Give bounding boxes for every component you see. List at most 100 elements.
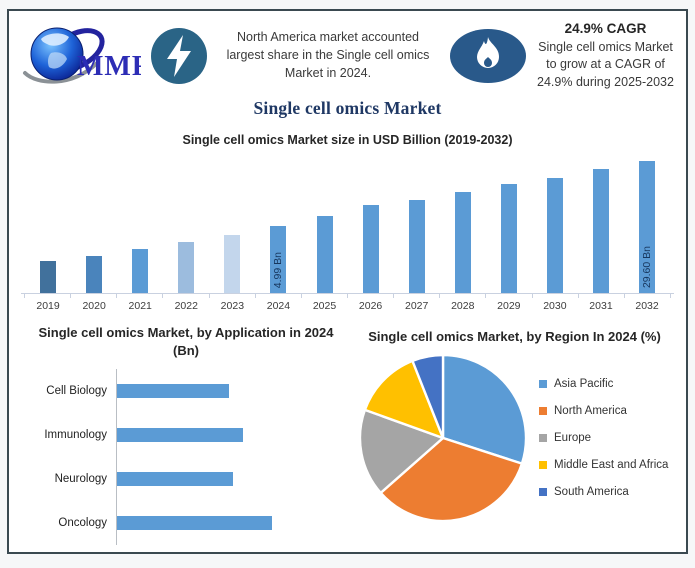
- legend-item-south-america: South America: [539, 486, 668, 498]
- bar-2021: [132, 249, 149, 293]
- axis-tick: [162, 294, 164, 298]
- axis-tick: [24, 294, 25, 298]
- application-label: Immunology: [44, 429, 107, 442]
- x-axis-label-2020: 2020: [82, 300, 106, 312]
- bar-2020: [86, 256, 103, 293]
- x-axis-label-2026: 2026: [358, 300, 383, 312]
- bar-column-2019: [25, 161, 71, 293]
- globe-landmass: [47, 52, 67, 69]
- bar-2029: [500, 183, 517, 293]
- mmr-logo: MMR: [23, 27, 141, 84]
- axis-tick: [116, 294, 118, 298]
- legend-item-europe: Europe: [539, 432, 668, 444]
- x-axis-ticks: [21, 294, 674, 298]
- application-track: [116, 369, 351, 414]
- application-track: [116, 457, 351, 502]
- bar-2022: [178, 242, 195, 293]
- bar-column-2026: [348, 161, 394, 293]
- bar-2028: [454, 192, 471, 293]
- axis-tick: [577, 294, 579, 298]
- x-axis-label-2032: 2032: [635, 300, 659, 312]
- x-axis-label-2029: 2029: [497, 300, 521, 312]
- bar-2023: [224, 235, 241, 293]
- bar-2027: [408, 199, 425, 293]
- bar-2030: [546, 178, 563, 293]
- x-axis-labels: 2019 2020 2021 2022 2023 2024 2025 2026 2027 2028…: [21, 300, 674, 312]
- globe-landmass: [41, 33, 69, 46]
- pie-wrap: [357, 352, 529, 529]
- axis-tick: [300, 294, 302, 298]
- axis-tick: [346, 294, 348, 298]
- legend-swatch: [539, 433, 547, 442]
- bar-column-2027: [394, 161, 440, 293]
- market-size-bars: 4.99 Bn 29.60 Bn: [21, 161, 674, 293]
- bar-2024: 4.99 Bn: [270, 225, 287, 293]
- cagr-title: 24.9% CAGR: [564, 20, 647, 36]
- bar-column-2031: [578, 161, 624, 293]
- cagr-box: 24.9% CAGR Single cell omics Market to g…: [537, 21, 674, 92]
- application-chart: Single cell omics Market, by Application…: [21, 324, 351, 546]
- x-axis-label-2019: 2019: [36, 300, 60, 312]
- x-axis-label-2024: 2024: [266, 300, 291, 312]
- bar-column-2032: 29.60 Bn: [624, 161, 670, 293]
- x-axis-label-2021: 2021: [128, 300, 152, 312]
- axis-tick: [70, 294, 72, 298]
- bottom-section: Single cell omics Market, by Application…: [21, 324, 674, 546]
- x-axis-label-2031: 2031: [589, 300, 613, 312]
- application-row-oncology: Oncology: [21, 501, 351, 546]
- globe-outline: [30, 27, 84, 81]
- application-track: [116, 413, 351, 458]
- bar-column-2025: [301, 161, 347, 293]
- x-axis-label-2030: 2030: [543, 300, 567, 312]
- bar-column-2020: [71, 161, 117, 293]
- legend-label: North America: [554, 404, 627, 417]
- application-row-neurology: Neurology: [21, 457, 351, 502]
- bar-column-2023: [209, 161, 255, 293]
- bar-column-2022: [163, 161, 209, 293]
- bar-2026: [362, 204, 379, 293]
- application-label: Neurology: [54, 473, 107, 486]
- region-pie: [358, 353, 528, 522]
- pie-slice-middle-east-and-africa: [363, 359, 445, 439]
- cagr-text: Single cell omics Market to grow at a CA…: [537, 39, 674, 89]
- pie-slice-asia-pacific: [441, 353, 528, 465]
- axis-tick: [485, 294, 487, 298]
- bar-value-label-2024: 4.99 Bn: [272, 251, 285, 288]
- legend-swatch: [539, 379, 547, 388]
- x-axis-label-2022: 2022: [174, 300, 198, 312]
- pie-slice-north-america: [379, 436, 524, 522]
- axis-tick: [623, 294, 625, 298]
- legend-label: Middle East and Africa: [554, 458, 669, 471]
- application-bar: [117, 384, 229, 399]
- axis-tick: [208, 294, 210, 298]
- bar-column-2024: 4.99 Bn: [255, 161, 301, 293]
- x-axis-label-2025: 2025: [312, 300, 337, 312]
- bar-2032: 29.60 Bn: [639, 161, 656, 293]
- x-axis-label-2023: 2023: [220, 300, 245, 312]
- axis-tick: [254, 294, 256, 298]
- application-bars: Cell Biology Immunology Neurology Oncology: [21, 369, 351, 546]
- axis-tick: [669, 294, 671, 298]
- logo-swoosh-gray: [23, 61, 99, 84]
- page-title: Single cell omics Market: [253, 98, 442, 118]
- axis-tick: [393, 294, 395, 298]
- headline-text: North America market accounted largest s…: [226, 30, 430, 80]
- pie-slice-south-america: [411, 353, 445, 439]
- legend-swatch: [539, 406, 547, 415]
- market-size-chart-title: Single cell omics Market size in USD Bil…: [182, 133, 513, 147]
- x-axis-line: [21, 293, 674, 294]
- application-bar: [117, 428, 243, 443]
- axis-tick: [531, 294, 533, 298]
- legend-item-asia-pacific: Asia Pacific: [539, 378, 668, 390]
- x-axis-label-2027: 2027: [404, 300, 429, 312]
- bar-column-2028: [440, 161, 486, 293]
- bar-column-2021: [117, 161, 163, 293]
- legend-item-north-america: North America: [539, 405, 668, 417]
- application-track: [116, 501, 351, 546]
- bar-column-2029: [486, 161, 532, 293]
- application-label: Oncology: [58, 517, 107, 530]
- application-label: Cell Biology: [46, 385, 107, 398]
- bar-2031: [592, 169, 609, 293]
- logo-swoosh-navy: [64, 28, 105, 72]
- logo-text: MMR: [77, 51, 141, 82]
